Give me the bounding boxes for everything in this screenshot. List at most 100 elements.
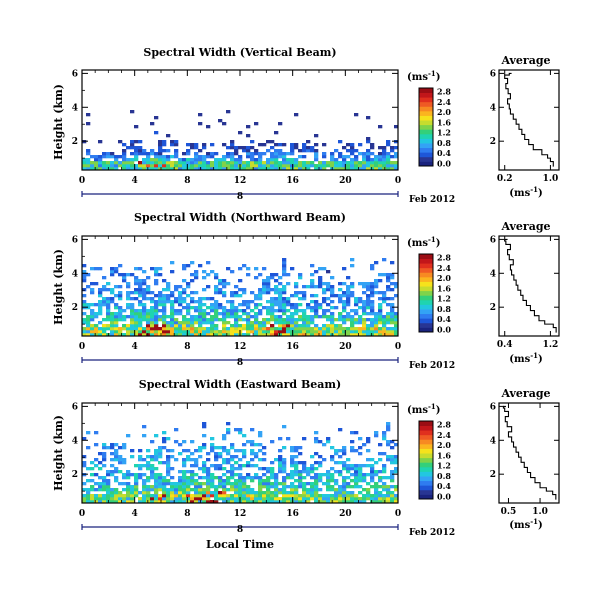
heatmap-cell — [98, 488, 103, 492]
heatmap-cell — [290, 158, 295, 162]
heatmap-cell — [258, 431, 263, 435]
heatmap-cell — [358, 321, 363, 325]
heatmap-cell — [266, 288, 271, 292]
heatmap-cell — [326, 497, 331, 501]
heatmap-cell — [222, 467, 227, 471]
heatmap-cell — [174, 143, 179, 147]
colorbar-segment — [419, 309, 433, 315]
heatmap-cell — [138, 140, 143, 144]
heatmap-cell — [314, 158, 319, 162]
heatmap-cell — [226, 333, 231, 337]
heatmap-cell — [270, 473, 275, 477]
heatmap-cell — [242, 333, 247, 337]
heatmap-cell — [222, 285, 227, 289]
heatmap-cell — [394, 485, 399, 489]
heatmap-cell — [258, 324, 263, 328]
heatmap-cell — [202, 312, 207, 316]
heatmap-cell — [326, 324, 331, 328]
heatmap-cell — [350, 152, 355, 156]
heatmap-cell — [138, 464, 143, 468]
heatmap-cell — [378, 155, 383, 159]
heatmap-cell — [162, 294, 167, 298]
heatmap-cell — [246, 273, 251, 277]
x-tick-label: 16 — [286, 342, 299, 352]
heatmap-cell — [90, 330, 95, 334]
heatmap-cell — [342, 485, 347, 489]
heatmap-cell — [266, 291, 271, 295]
heatmap-cell — [262, 485, 267, 489]
heatmap-cell — [282, 309, 287, 313]
heatmap-cell — [242, 164, 247, 168]
heatmap-cell — [158, 497, 163, 501]
heatmap-cell — [358, 330, 363, 334]
heatmap-cell — [194, 491, 199, 495]
heatmap-cell — [338, 282, 343, 286]
heatmap-cell — [282, 324, 287, 328]
colorbar-tick-label: 2.0 — [437, 440, 451, 450]
heatmap-cell — [354, 485, 359, 489]
heatmap-cell — [158, 149, 163, 153]
heatmap-cell — [146, 312, 151, 316]
heatmap-cell — [358, 497, 363, 501]
heatmap-cell — [262, 497, 267, 501]
heatmap-cell — [230, 333, 235, 337]
heatmap-cell — [94, 312, 99, 316]
heatmap-cell — [186, 485, 191, 489]
heatmap-cell — [102, 497, 107, 501]
heatmap-cell — [130, 488, 135, 492]
heatmap-cell — [326, 440, 331, 444]
heatmap-cell — [130, 167, 135, 171]
colorbar-segment — [419, 430, 433, 436]
heatmap-cell — [154, 306, 159, 310]
heatmap-cell — [378, 452, 383, 456]
heatmap-cell — [226, 488, 231, 492]
heatmap-cell — [350, 291, 355, 295]
heatmap-cell — [158, 143, 163, 147]
heatmap-cell — [226, 315, 231, 319]
heatmap-cell — [254, 276, 259, 280]
heatmap-cell — [190, 146, 195, 150]
heatmap-cell — [226, 282, 231, 286]
heatmap-cell — [146, 324, 151, 328]
heatmap-cell — [278, 458, 283, 462]
heatmap-cell — [158, 303, 163, 307]
heatmap-cell — [158, 476, 163, 480]
heatmap-cell — [154, 267, 159, 271]
heatmap-cell — [234, 455, 239, 459]
heatmap-cell — [102, 476, 107, 480]
heatmap-cell — [386, 312, 391, 316]
heatmap-cell — [126, 273, 131, 277]
heatmap-cell — [386, 297, 391, 301]
heatmap-cell — [134, 479, 139, 483]
heatmap-cell — [118, 264, 123, 268]
heatmap-cell — [282, 155, 287, 159]
heatmap-cell — [202, 276, 207, 280]
heatmap-cell — [170, 164, 175, 168]
heatmap-cell — [354, 312, 359, 316]
heatmap-cell — [318, 279, 323, 283]
heatmap-cell — [98, 312, 103, 316]
heatmap-cell — [250, 327, 255, 331]
heatmap-cell — [154, 303, 159, 307]
heatmap-cell — [130, 146, 135, 150]
colorbar-tick-label: 1.6 — [437, 283, 451, 293]
heatmap-cell — [278, 464, 283, 468]
heatmap-cell — [182, 485, 187, 489]
heatmap-cell — [382, 294, 387, 298]
heatmap-cell — [258, 155, 263, 159]
heatmap-cell — [90, 497, 95, 501]
heatmap-cell — [306, 497, 311, 501]
heatmap-cell — [242, 303, 247, 307]
heatmap-cell — [214, 330, 219, 334]
heatmap-cell — [214, 455, 219, 459]
heatmap-cell — [234, 449, 239, 453]
heatmap-cell — [202, 476, 207, 480]
heatmap-cell — [262, 282, 267, 286]
heatmap-cell — [182, 482, 187, 486]
heatmap-cell — [386, 140, 391, 144]
heatmap-cell — [258, 321, 263, 325]
heatmap-cell — [270, 152, 275, 156]
heatmap-cell — [326, 333, 331, 337]
heatmap-cell — [254, 497, 259, 501]
